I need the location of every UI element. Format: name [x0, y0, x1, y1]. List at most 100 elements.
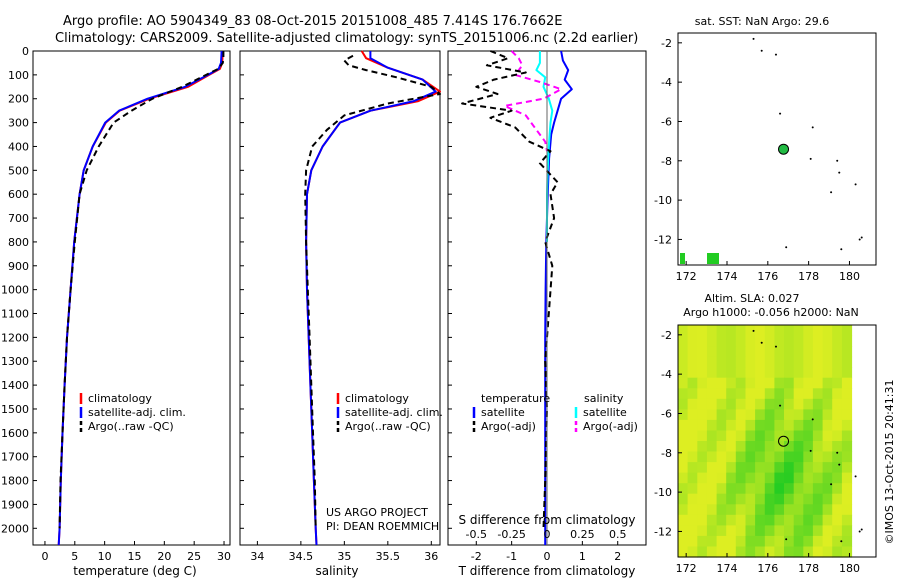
sla-cell: [774, 462, 785, 474]
sla-island-point: [809, 449, 812, 452]
sla-cell: [697, 325, 708, 337]
sla-cell: [784, 367, 795, 379]
temperature-ytick-label: 200: [8, 93, 29, 106]
sla-cell: [803, 525, 814, 537]
sst-map-background: [678, 33, 876, 265]
sla-cell: [784, 398, 795, 410]
sst-map-title: sat. SST: NaN Argo: 29.6: [695, 15, 829, 28]
temperature-ytick-label: 1100: [1, 308, 29, 321]
sla-cell: [706, 377, 718, 389]
sla-cell: [678, 398, 689, 410]
sla-cell: [716, 546, 727, 558]
difference-legend-label: Argo(-adj): [583, 420, 638, 433]
salinity-frame: [239, 50, 441, 546]
sla-cell: [841, 546, 853, 558]
sla-cell: [774, 504, 785, 516]
sla-cell: [678, 472, 689, 484]
sla-cell: [822, 525, 833, 537]
sla-cell: [745, 409, 756, 421]
sla-cell: [755, 441, 766, 453]
sla_map-xtick-label: 172: [676, 562, 697, 575]
salinity-xlabel: salinity: [315, 564, 358, 578]
sla-island-point: [774, 345, 777, 348]
sla-cell: [687, 409, 698, 421]
sla-cell: [697, 535, 708, 547]
temperature-ytick-label: 2000: [1, 522, 29, 535]
sla-cell: [812, 430, 824, 442]
temperature-frame: [32, 50, 231, 546]
sst-cell: [680, 253, 685, 264]
sla_map-ytick-label: -6: [661, 407, 672, 420]
sla-cell: [822, 325, 833, 337]
temperature-ytick-label: 0: [22, 45, 29, 58]
sst_map-ytick-label: -10: [654, 194, 672, 207]
temperature-ytick-label: 1500: [1, 403, 29, 416]
sla-cell: [841, 398, 853, 410]
sla-cell: [706, 462, 718, 474]
salinity-xtick-label: 34.5: [289, 550, 314, 563]
sst-island-point: [830, 191, 833, 194]
sla-cell: [726, 451, 737, 463]
sla-island-point: [785, 538, 788, 541]
sla-cell: [697, 335, 708, 347]
sla-cell: [706, 483, 718, 495]
sla-cell: [832, 525, 843, 537]
sst_map-ytick-label: -4: [661, 76, 672, 89]
sla-cell: [687, 398, 698, 410]
sla-cell: [697, 430, 708, 442]
sla-cell: [716, 451, 727, 463]
sst-island-point: [838, 171, 841, 174]
sla_map-xtick-label: 178: [798, 562, 819, 575]
sla-cell: [726, 472, 737, 484]
sla-cell: [726, 525, 737, 537]
sla-cell: [716, 472, 727, 484]
sla-cell: [832, 367, 843, 379]
sla-cell: [812, 356, 824, 368]
sla-cell: [706, 335, 718, 347]
sla-cell: [716, 483, 727, 495]
temperature-legend-label: Argo(..raw -QC): [88, 420, 174, 433]
sla-cell: [716, 356, 727, 368]
sla-cell: [697, 514, 708, 526]
sla-cell: [832, 398, 843, 410]
sla-cell: [832, 514, 843, 526]
sla-cell: [803, 462, 814, 474]
sla-cell: [784, 325, 795, 337]
difference-xlabel: T difference from climatology: [458, 564, 636, 578]
difference-top-label: S difference from climatology: [459, 513, 636, 527]
sst-island-point: [779, 112, 782, 115]
difference-xtick-label: -2: [471, 550, 482, 563]
sst_map-ytick-label: -6: [661, 115, 672, 128]
salinity-legend-label: satellite-adj. clim.: [345, 406, 443, 419]
sla-cell: [755, 504, 766, 516]
sla-cell: [716, 535, 727, 547]
sla-cell: [822, 483, 833, 495]
header-line1: Argo profile: AO 5904349_83 08-Oct-2015 …: [63, 14, 562, 29]
difference-stick-label: 0: [544, 528, 551, 541]
sla-cell: [706, 430, 718, 442]
sla-cell: [812, 335, 824, 347]
sla-cell: [745, 419, 756, 431]
sla-cell: [803, 388, 814, 400]
sla-cell: [716, 367, 727, 379]
sla-cell: [735, 535, 746, 547]
temperature-series-argo-raw-qc-: [58, 51, 225, 529]
sla-cell: [764, 525, 775, 537]
sla-cell: [803, 504, 814, 516]
sla-cell: [687, 356, 698, 368]
sla-cell: [735, 388, 746, 400]
sla-cell: [745, 451, 756, 463]
sla-cell: [774, 493, 785, 505]
sla-cell: [745, 472, 756, 484]
sla-cell: [678, 377, 689, 389]
temperature-xtick-label: 10: [98, 550, 112, 563]
sla-island-point: [836, 451, 839, 454]
sla-cell: [764, 367, 775, 379]
sla-cell: [678, 325, 689, 337]
temperature-ytick-label: 800: [8, 236, 29, 249]
sla-cell: [706, 472, 718, 484]
sla-cell: [678, 483, 689, 495]
sla-cell: [687, 346, 698, 358]
difference-legend-title-salinity: salinity: [584, 392, 624, 405]
sla-cell: [793, 525, 804, 537]
